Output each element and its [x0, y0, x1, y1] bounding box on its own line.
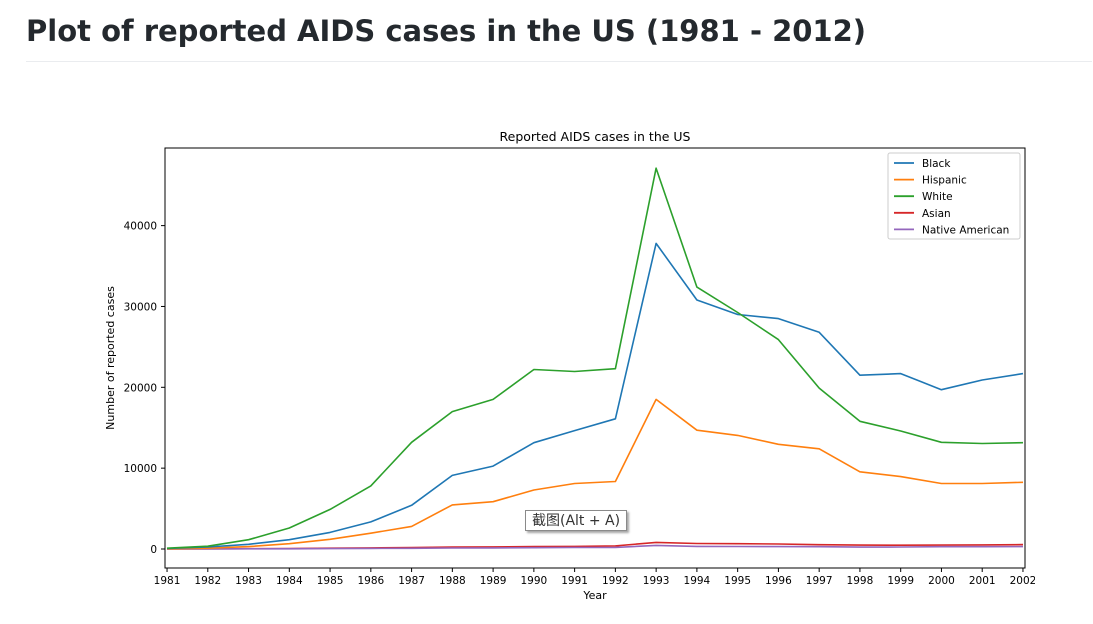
x-tick-label: 1991 [561, 575, 588, 587]
x-axis-label: Year [582, 589, 607, 602]
title-divider [26, 61, 1092, 62]
x-tick-label: 1996 [765, 575, 792, 587]
series-line-hispanic [166, 398, 1024, 550]
line-chart: Reported AIDS cases in the US Year Number … [95, 120, 1035, 610]
legend-label-white: White [922, 191, 953, 203]
x-tick-label: 1990 [520, 575, 547, 587]
plot-frame [164, 147, 1026, 569]
series-line-black [166, 242, 1024, 550]
y-tick-label: 30000 [124, 301, 157, 313]
x-tick-label: 1983 [235, 575, 262, 587]
x-tick-label: 1988 [439, 575, 466, 587]
x-tick-label: 1984 [276, 575, 303, 587]
x-tick-label: 1998 [847, 575, 874, 587]
y-tick-label: 10000 [124, 463, 157, 475]
y-tick-label: 0 [150, 544, 157, 556]
x-tick-label: 1989 [480, 575, 507, 587]
x-tick-label: 2002 [1010, 575, 1035, 587]
legend-label-native-american: Native American [922, 224, 1009, 236]
x-tick-label: 1987 [398, 575, 425, 587]
legend-label-hispanic: Hispanic [922, 175, 967, 187]
x-tick-label: 1995 [724, 575, 751, 587]
screenshot-tooltip: 截图(Alt + A) [525, 510, 628, 531]
x-tick-label: 2001 [969, 575, 996, 587]
chart-svg: Reported AIDS cases in the US Year Number … [104, 129, 1035, 602]
y-tick-label: 40000 [124, 221, 157, 233]
x-tick-label: 1997 [806, 575, 833, 587]
legend-label-asian: Asian [922, 208, 951, 220]
x-tick-label: 1993 [643, 575, 670, 587]
y-tick-label: 20000 [124, 382, 157, 394]
legend-box [887, 152, 1021, 240]
x-tick-label: 1999 [887, 575, 914, 587]
x-tick-label: 2000 [928, 575, 955, 587]
x-tick-label: 1981 [154, 575, 181, 587]
chart-title: Reported AIDS cases in the US [500, 129, 691, 144]
x-tick-label: 1985 [317, 575, 344, 587]
series-line-white [166, 167, 1024, 549]
y-axis-label: Number of reported cases [104, 286, 117, 430]
x-tick-label: 1986 [357, 575, 384, 587]
page-title: Plot of reported AIDS cases in the US (1… [26, 14, 867, 48]
legend-label-black: Black [922, 158, 951, 170]
x-tick-label: 1992 [602, 575, 629, 587]
series-line-native-american [166, 544, 1024, 550]
x-tick-label: 1982 [194, 575, 221, 587]
x-tick-label: 1994 [684, 575, 711, 587]
